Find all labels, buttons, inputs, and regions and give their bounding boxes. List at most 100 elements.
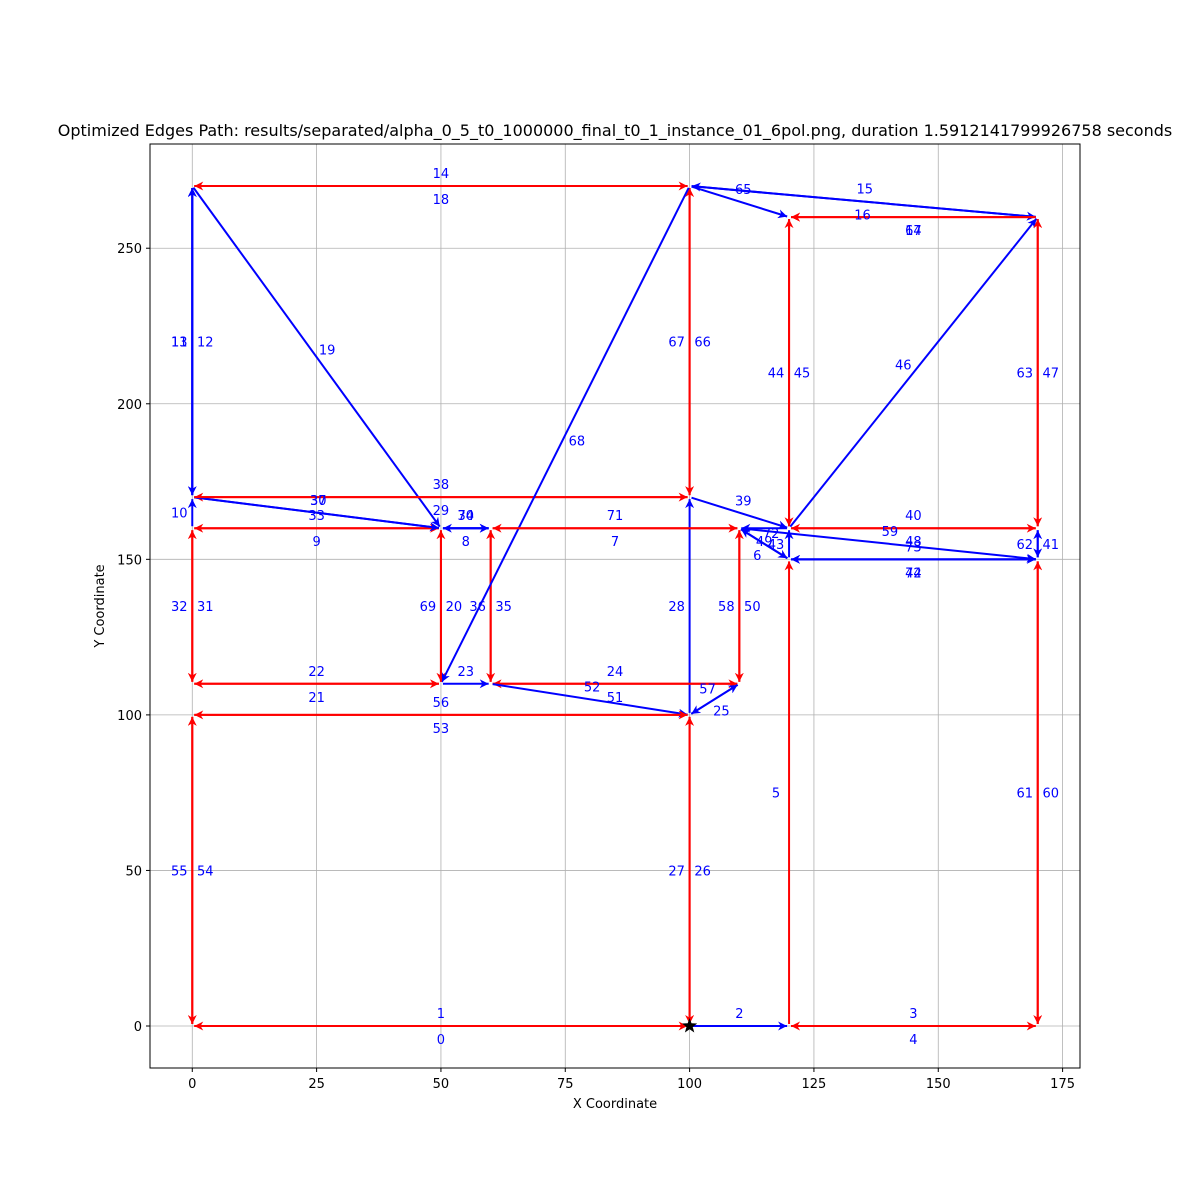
edge-label-50: 50 (744, 600, 761, 615)
edge-label-39: 39 (735, 494, 752, 509)
edge-label-53: 53 (433, 722, 450, 737)
edge-label-4: 4 (909, 1033, 917, 1048)
edge-label-63: 63 (1016, 367, 1033, 382)
edge-label-1: 1 (437, 1007, 445, 1022)
edge-label-38: 38 (433, 478, 450, 493)
chart-title: Optimized Edges Path: results/separated/… (58, 121, 1172, 141)
edge-label-73: 73 (905, 540, 922, 555)
y-tick-label: 200 (117, 398, 142, 413)
edge-label-28: 28 (668, 600, 685, 615)
edge-label-31: 31 (197, 600, 214, 615)
edge-label-10: 10 (171, 507, 188, 522)
edge-label-20: 20 (446, 600, 463, 615)
start-star (682, 1018, 698, 1033)
y-axis-label: Y Coordinate (93, 564, 108, 648)
edge-label-27: 27 (668, 864, 685, 879)
edge-label-3: 3 (909, 1007, 917, 1022)
edge-label-29: 29 (433, 504, 450, 519)
edge-label-56: 56 (433, 696, 450, 711)
x-tick-label: 25 (308, 1077, 325, 1092)
edge-label-5: 5 (772, 787, 780, 802)
edge-52 (492, 683, 688, 718)
edge-label-72: 72 (763, 527, 780, 542)
edge-layer (187, 181, 1043, 1031)
edge-label-34: 34 (458, 509, 475, 524)
edge-label-66: 66 (694, 336, 711, 351)
edge-label-15: 15 (857, 183, 874, 198)
edge-label-61: 61 (1016, 787, 1033, 802)
edge-label-11: 11 (171, 336, 188, 351)
x-tick-label: 150 (926, 1077, 951, 1092)
edge-label-9: 9 (312, 535, 320, 550)
edge-label-42: 42 (905, 566, 922, 581)
edge-label-2: 2 (735, 1007, 743, 1022)
edge-68 (440, 187, 690, 683)
edge-label-55: 55 (171, 864, 188, 879)
edge-57 (690, 683, 739, 715)
edge-label-26: 26 (694, 864, 711, 879)
edge-label-30: 30 (310, 494, 327, 509)
edge-label-43: 43 (768, 538, 785, 553)
edge-label-35: 35 (495, 600, 512, 615)
edge-label-62: 62 (1016, 538, 1033, 553)
edge-39 (691, 496, 788, 530)
x-axis-ticks: 0 25 50 75 100 125 150 175 (188, 1068, 1075, 1092)
edge-label-46: 46 (895, 359, 912, 374)
edge-label-45: 45 (794, 367, 811, 382)
edge-label-58: 58 (718, 600, 735, 615)
edge-label-13: 13 (171, 336, 188, 351)
edge-59 (741, 527, 1036, 563)
edge-label-59: 59 (882, 525, 899, 540)
edge-label-70: 70 (458, 509, 475, 524)
edge-label-67: 67 (668, 336, 685, 351)
edge-label-69: 69 (420, 600, 437, 615)
edge-label-74: 74 (905, 566, 922, 581)
x-tick-label: 100 (677, 1077, 702, 1092)
edge-label-37: 37 (310, 494, 327, 509)
edge-label-25: 25 (713, 704, 730, 719)
edge-label-51: 51 (607, 691, 624, 706)
edge-label-47: 47 (1042, 367, 1059, 382)
edge-label-64: 64 (905, 224, 922, 239)
edge-label-23: 23 (458, 665, 475, 680)
edge-46 (789, 218, 1038, 528)
x-tick-label: 125 (802, 1077, 827, 1092)
edge-19 (192, 187, 441, 528)
edge-label-19: 19 (319, 343, 336, 358)
edge-label-21: 21 (308, 691, 325, 706)
edge-16 (691, 182, 1036, 218)
y-tick-label: 100 (117, 709, 142, 724)
y-tick-label: 250 (117, 242, 142, 257)
y-tick-label: 0 (134, 1020, 142, 1035)
edge-label-41: 41 (1042, 538, 1059, 553)
edge-label-52: 52 (584, 680, 601, 695)
start-marker (682, 1018, 698, 1033)
edge-37 (194, 496, 440, 532)
edge-label-7: 7 (611, 535, 619, 550)
y-tick-label: 150 (117, 553, 142, 568)
edge-label-44: 44 (768, 367, 785, 382)
edge-label-8: 8 (462, 535, 470, 550)
edge-label-17: 17 (905, 224, 922, 239)
edge-label-16: 16 (854, 209, 871, 224)
x-tick-label: 0 (188, 1077, 196, 1092)
edge-65 (691, 185, 788, 219)
edge-label-54: 54 (197, 864, 214, 879)
x-tick-label: 50 (433, 1077, 450, 1092)
edge-label-68: 68 (569, 435, 586, 450)
edge-label-40: 40 (905, 509, 922, 524)
edge-label-22: 22 (308, 665, 325, 680)
edge-label-6: 6 (753, 549, 761, 564)
edge-label-60: 60 (1042, 787, 1059, 802)
x-tick-label: 175 (1050, 1077, 1075, 1092)
edge-label-24: 24 (607, 665, 624, 680)
edge-label-32: 32 (171, 600, 188, 615)
edge-label-14: 14 (433, 167, 450, 182)
edge-label-36: 36 (469, 600, 486, 615)
plot-area-frame (149, 143, 1081, 1069)
x-axis-label: X Coordinate (573, 1097, 657, 1112)
edge-label-71: 71 (607, 509, 624, 524)
